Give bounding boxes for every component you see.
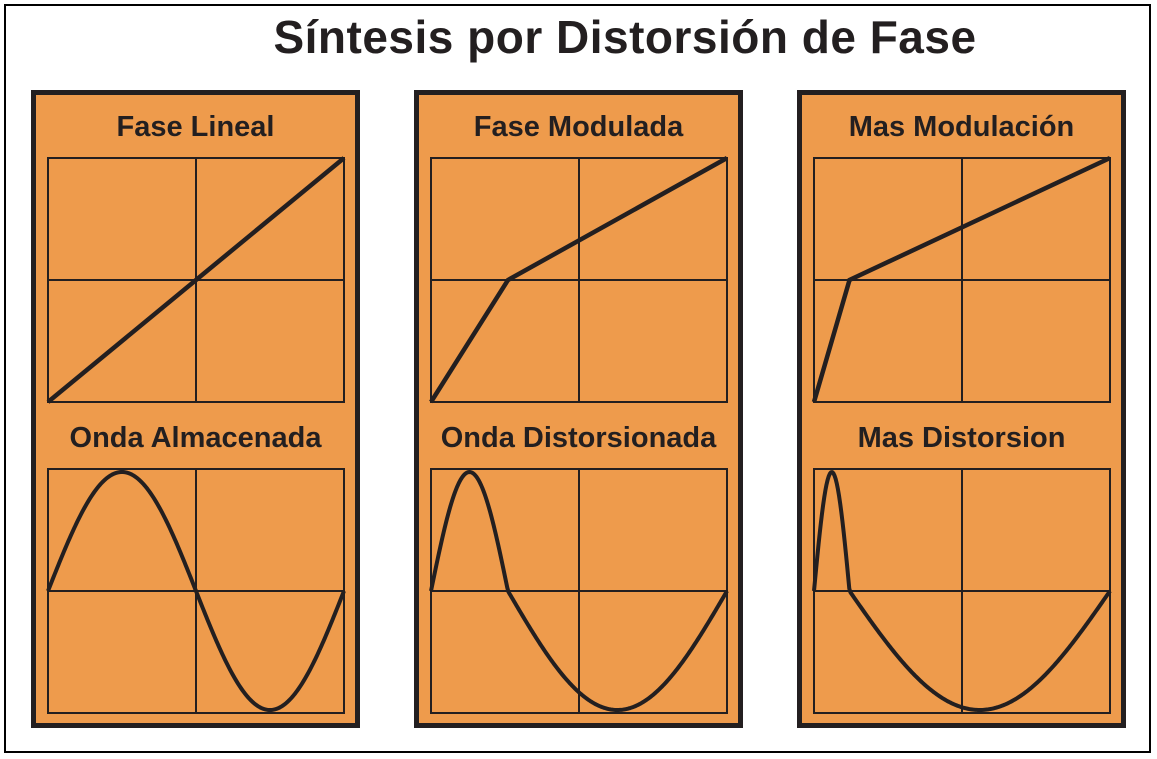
phase-curve — [429, 156, 729, 404]
outer-frame — [4, 4, 1151, 753]
panel-mas-modulacion: Mas Modulación Mas Distorsion — [797, 90, 1126, 728]
phase-label: Fase Modulada — [473, 111, 684, 143]
phase-curve — [811, 155, 1111, 403]
phase-curve — [46, 156, 346, 404]
waveform-curve — [812, 470, 1112, 712]
panel-fase-modulada: Fase Modulada Onda Distorsionada — [414, 90, 743, 728]
waveform-curve — [46, 470, 346, 712]
panel-fase-lineal: Fase Lineal Onda Almacenada — [31, 90, 360, 728]
phase-label: Mas Modulación — [848, 111, 1075, 143]
wave-label: Onda Distorsionada — [440, 422, 717, 454]
phase-plot — [46, 156, 346, 404]
waveform-plot — [812, 468, 1112, 714]
waveform-plot — [46, 468, 346, 714]
wave-label: Onda Almacenada — [69, 422, 322, 454]
phase-label: Fase Lineal — [116, 111, 275, 143]
phase-plot — [429, 156, 729, 404]
waveform-curve — [429, 470, 729, 712]
waveform-plot — [429, 468, 729, 714]
page-title: Síntesis por Distorsión de Fase — [273, 11, 977, 63]
wave-label: Mas Distorsion — [857, 422, 1066, 454]
phase-plot — [811, 155, 1111, 403]
